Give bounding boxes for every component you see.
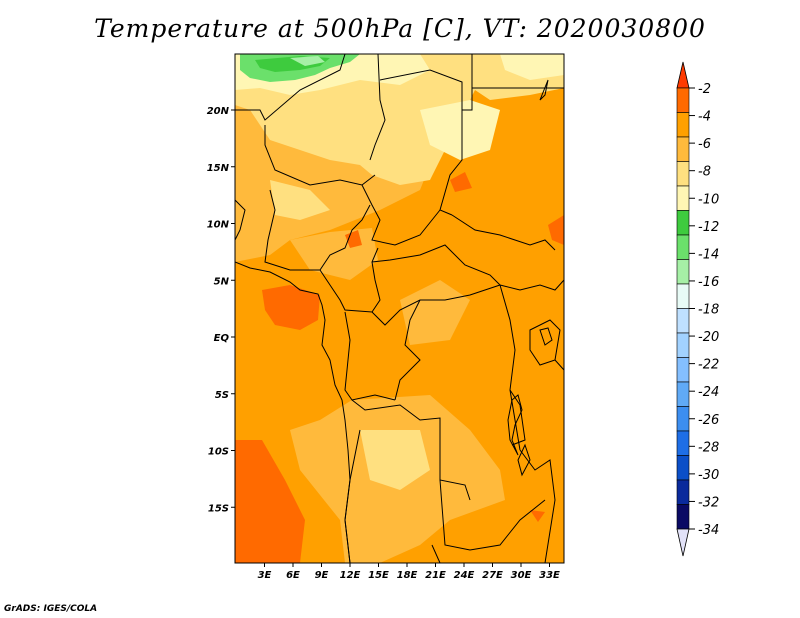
- colorbar-swatch: [676, 504, 690, 530]
- lon-tick-label: 12E: [340, 570, 361, 581]
- political-boundaries: [235, 54, 564, 563]
- lon-tick-label: 27E: [482, 570, 503, 581]
- colorbar-swatch: [676, 283, 690, 309]
- colorbar-swatch: [676, 357, 690, 383]
- lon-tick-label: 21E: [425, 570, 446, 581]
- colorbar-swatch: [676, 161, 690, 187]
- colorbar: -2 -4 -6 -8 -10 -12 -14 -16 -18 -20 -22 -24 -26 -28 -3…: [676, 61, 719, 557]
- colorbar-label: -14: [698, 247, 719, 262]
- lat-tick-label: 15S: [208, 503, 229, 514]
- lat-tick-label: 10N: [207, 220, 230, 231]
- map-title: Temperature at 500hPa [C], VT: 202003080…: [94, 14, 706, 43]
- colorbar-label: -30: [698, 468, 719, 483]
- colorbar-swatch: [676, 332, 690, 358]
- colorbar-label: -20: [698, 330, 719, 345]
- colorbar-swatch: [676, 112, 690, 138]
- lakes: [507, 79, 553, 477]
- longitude-axis: 3E 6E 9E 12E 15E 18E 21E 24E 27E 30E 33E: [258, 563, 560, 581]
- lat-tick-label: 20N: [207, 106, 230, 117]
- colorbar-bottom-arrow: [676, 528, 690, 557]
- colorbar-label: -28: [698, 440, 719, 455]
- colorbar-swatch: [676, 479, 690, 505]
- colorbar-label: -4: [698, 110, 711, 125]
- colorbar-swatch: [676, 210, 690, 236]
- map-frame: [234, 53, 565, 564]
- colorbar-swatch: [676, 381, 690, 407]
- lon-tick-label: 9E: [315, 570, 329, 581]
- colorbar-swatch: [676, 136, 690, 162]
- lat-tick-label: 10S: [208, 447, 229, 458]
- colorbar-top-arrow: [676, 61, 690, 89]
- colorbar-label: -6: [698, 137, 711, 152]
- lon-tick-label: 33E: [539, 570, 560, 581]
- colorbar-swatch: [676, 259, 690, 285]
- lat-tick-label: 15N: [207, 163, 230, 174]
- lat-tick-label: EQ: [214, 333, 230, 344]
- colorbar-label: -16: [698, 275, 719, 290]
- colorbar-label: -34: [698, 523, 719, 538]
- credit-text: GrADS: IGES/COLA: [4, 604, 98, 614]
- lat-tick-label: 5S: [215, 390, 229, 401]
- colorbar-label: -32: [698, 495, 719, 510]
- colorbar-swatch: [676, 234, 690, 260]
- lon-tick-label: 18E: [397, 570, 418, 581]
- colorbar-label: -10: [698, 192, 719, 207]
- colorbar-swatch: [676, 430, 690, 456]
- lon-tick-label: 6E: [286, 570, 300, 581]
- latitude-axis: 20N 15N 10N 5N EQ 5S 10S 15S: [207, 106, 235, 514]
- lon-tick-label: 3E: [258, 570, 272, 581]
- colorbar-label: -18: [698, 303, 719, 318]
- colorbar-swatch: [676, 455, 690, 481]
- lon-tick-label: 24E: [454, 570, 475, 581]
- lon-tick-label: 30E: [511, 570, 532, 581]
- colorbar-label: -12: [698, 220, 719, 235]
- lat-tick-label: 5N: [214, 276, 230, 287]
- colorbar-label: -22: [698, 358, 719, 373]
- colorbar-label: -2: [698, 82, 711, 97]
- colorbar-swatch: [676, 185, 690, 211]
- colorbar-label: -26: [698, 413, 719, 428]
- temperature-field: [235, 54, 564, 563]
- colorbar-label: -24: [698, 385, 719, 400]
- colorbar-swatch: [676, 406, 690, 432]
- colorbar-swatch: [676, 87, 690, 113]
- lon-tick-label: 15E: [368, 570, 389, 581]
- colorbar-swatch: [676, 308, 690, 334]
- colorbar-label: -8: [698, 165, 711, 180]
